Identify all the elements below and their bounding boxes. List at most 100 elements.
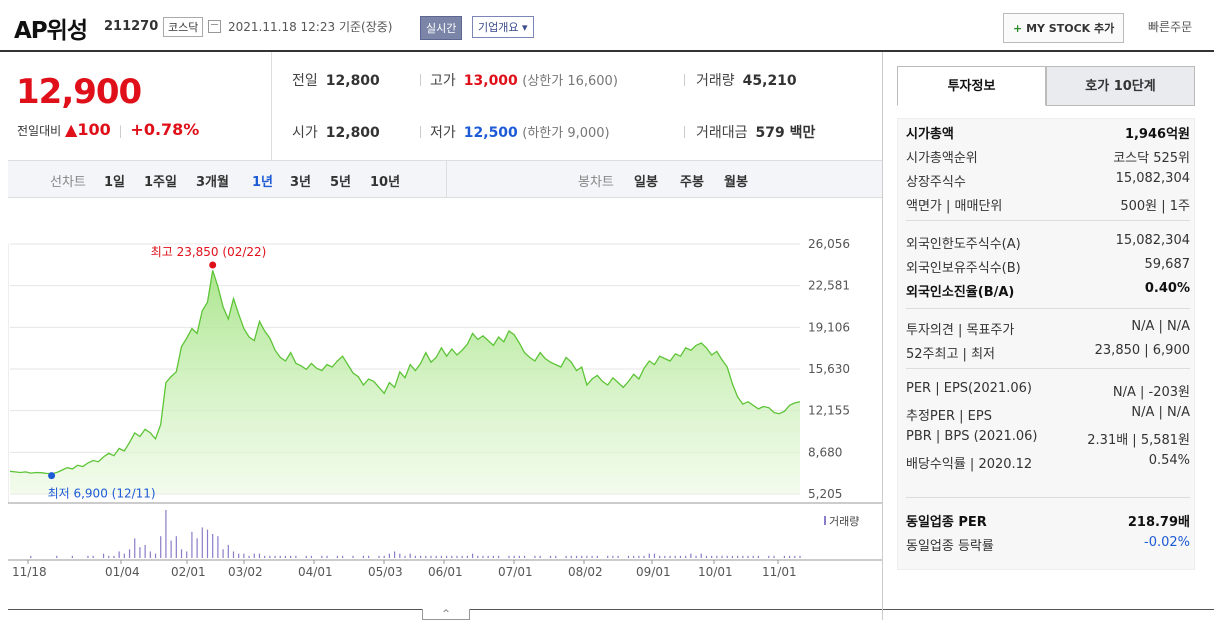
- volume-bar: [607, 555, 609, 558]
- volume-bar: [243, 553, 245, 558]
- timestamp: 2021.11.18 12:23 기준(장중): [228, 18, 392, 35]
- price-chart-svg[interactable]: 26,056 22,581 19,106 15,630 12,155 8,680 5,205…: [8, 198, 882, 610]
- info-value: 15,082,304: [1115, 171, 1190, 186]
- info-row: 상장주식수 15,082,304: [906, 171, 1190, 193]
- line-chart-label: 선차트: [50, 175, 86, 190]
- info-row: 52주최고 | 최저 23,850 | 6,900: [906, 343, 1190, 365]
- volume-bar: [565, 555, 567, 558]
- volume-bar: [794, 555, 796, 558]
- volume-bar: [388, 553, 391, 558]
- info-row: 외국인보유주식수(B) 59,687: [906, 257, 1190, 279]
- info-value: 218.79배: [1127, 515, 1190, 530]
- info-row: 시가총액 1,946억원: [906, 123, 1190, 145]
- volume-bar: [258, 553, 261, 558]
- current-price: 12,900: [16, 72, 142, 112]
- x-tick-label: 11/01: [762, 565, 797, 579]
- volume-bar: [232, 551, 235, 558]
- period-5y[interactable]: 5년: [330, 175, 352, 190]
- x-tick-label: 10/01: [698, 565, 733, 579]
- volume-bar: [180, 549, 183, 558]
- tab-order-book[interactable]: 호가 10단계: [1046, 66, 1195, 106]
- period-3y[interactable]: 3년: [290, 175, 312, 190]
- candle-weekly[interactable]: 주봉: [680, 175, 704, 190]
- volume-bar: [170, 540, 172, 558]
- volume-bar: [679, 555, 682, 558]
- volume-bar: [492, 555, 494, 558]
- period-10y[interactable]: 10년: [370, 175, 401, 190]
- volume-legend-swatch: [824, 516, 826, 525]
- quick-order-link[interactable]: 빠른주문: [1148, 20, 1193, 34]
- volume-bar: [773, 555, 775, 558]
- volume-bar: [113, 555, 115, 558]
- volume-bar: [612, 555, 614, 558]
- volume-bar: [253, 553, 255, 558]
- info-value: N/A | N/A: [1131, 319, 1190, 334]
- volume-bar: [269, 555, 271, 558]
- volume-bar: [118, 551, 120, 558]
- volume-bar: [430, 555, 432, 558]
- volume-bar: [674, 555, 676, 558]
- info-value: 2.31배 | 5,581원: [1087, 433, 1190, 448]
- y-tick-label: 12,155: [808, 404, 850, 418]
- volume-bar: [108, 555, 110, 558]
- volume-bar: [461, 555, 463, 558]
- candle-monthly[interactable]: 월봉: [724, 175, 748, 190]
- volume-bar: [685, 555, 687, 558]
- volume-bar: [196, 538, 198, 558]
- volume-bar: [217, 536, 219, 558]
- volume-bar: [445, 555, 448, 558]
- volume-bar: [549, 555, 552, 558]
- volume-bar: [633, 555, 635, 558]
- stat-high: 고가 13,000 (상한가 16,600): [430, 73, 618, 89]
- volume-legend: 거래량: [829, 515, 859, 528]
- info-row: PBR | BPS (2021.06) 2.31배 | 5,581원: [906, 429, 1190, 451]
- volume-bar: [487, 555, 489, 558]
- add-my-stock-button[interactable]: + MY STOCK 추가: [1003, 13, 1125, 43]
- volume-bar: [165, 510, 167, 558]
- realtime-button[interactable]: 실시간: [420, 16, 463, 40]
- volume-bar: [768, 555, 770, 558]
- volume-bar: [154, 553, 157, 558]
- volume-bar: [56, 555, 58, 558]
- info-row: 외국인소진율(B/A) 0.40%: [906, 281, 1190, 303]
- panel-tabs: 투자정보 호가 10단계: [897, 66, 1195, 106]
- volume-bar: [617, 555, 619, 558]
- volume-bar: [321, 555, 323, 558]
- period-1d[interactable]: 1일: [104, 175, 126, 190]
- low-label: 최저 6,900 (12/11): [48, 487, 156, 501]
- candle-daily[interactable]: 일봉: [634, 175, 658, 190]
- candle-chart-label: 봉차트: [578, 175, 614, 190]
- x-tick-label: 07/01: [498, 565, 533, 579]
- volume-bar: [711, 555, 713, 558]
- volume-bar: [425, 555, 427, 558]
- volume-bar: [368, 555, 370, 558]
- volume-bar: [71, 555, 73, 558]
- volume-bar: [653, 553, 656, 558]
- volume-bar: [513, 555, 515, 558]
- volume-bar: [440, 555, 442, 558]
- x-tick-label: 02/01: [171, 565, 206, 579]
- y-tick-label: 26,056: [808, 237, 850, 251]
- volume-bar: [638, 555, 640, 558]
- period-1y[interactable]: 1년: [252, 175, 274, 190]
- tab-investment-info[interactable]: 투자정보: [897, 66, 1046, 106]
- volume-bar: [248, 555, 250, 558]
- y-tick-label: 19,106: [808, 320, 850, 334]
- info-label: 투자의견 | 목표주가: [906, 323, 1015, 338]
- period-3m[interactable]: 3개월: [196, 175, 229, 190]
- stock-header: AP위성 211270 코스닥 2021.11.18 12:23 기준(장중) …: [0, 0, 1214, 52]
- info-label: 동일업종 등락률: [906, 539, 994, 554]
- collapse-toggle[interactable]: ^: [422, 609, 470, 620]
- info-separator: [906, 220, 1190, 221]
- volume-bar: [534, 555, 536, 558]
- x-tick-label: 04/01: [298, 565, 333, 579]
- volume-bar: [206, 529, 209, 558]
- volume-bar: [466, 555, 468, 558]
- info-separator: [906, 308, 1190, 309]
- info-value: 23,850 | 6,900: [1094, 343, 1190, 358]
- period-1w[interactable]: 1주일: [144, 175, 177, 190]
- price-chart[interactable]: 26,056 22,581 19,106 15,630 12,155 8,680 5,205…: [8, 198, 882, 610]
- volume-bar: [705, 555, 708, 558]
- volume-bar: [575, 555, 578, 558]
- company-overview-dropdown[interactable]: 기업개요 ▾: [472, 16, 534, 38]
